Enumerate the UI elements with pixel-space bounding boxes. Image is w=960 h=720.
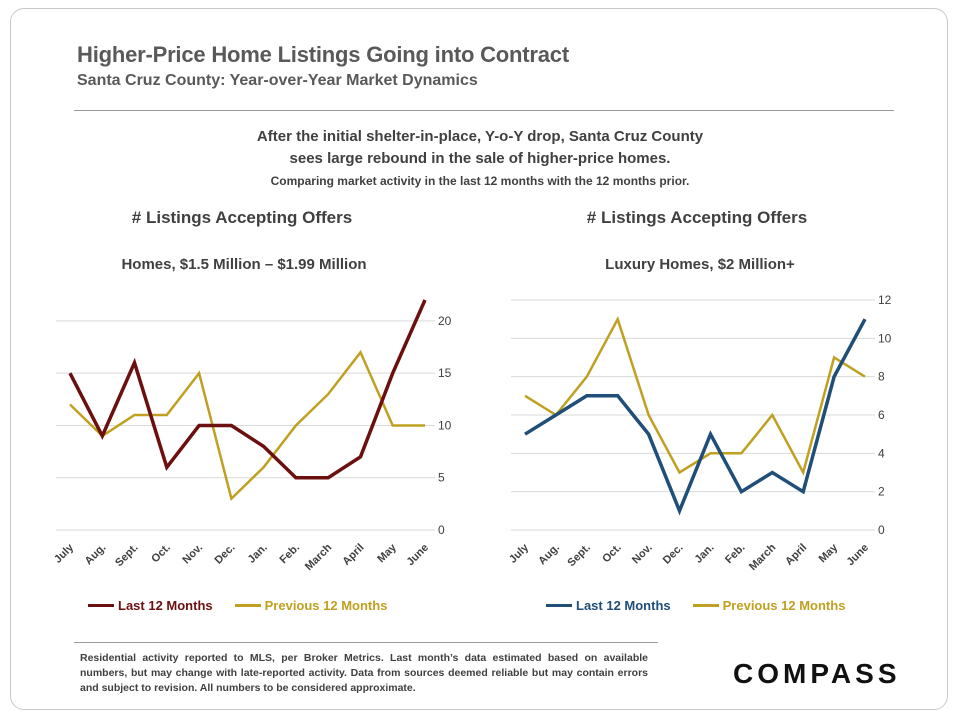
x-tick-label: March bbox=[303, 541, 335, 573]
header-divider bbox=[74, 110, 894, 111]
x-tick-label: Nov. bbox=[630, 542, 655, 567]
right-chart-title: # Listings Accepting Offers bbox=[586, 208, 808, 227]
legend-label: Previous 12 Months bbox=[722, 598, 846, 613]
y-tick-label: 2 bbox=[878, 485, 885, 499]
y-tick-label: 20 bbox=[438, 314, 452, 328]
x-tick-label: May bbox=[817, 541, 841, 565]
y-tick-label: 15 bbox=[438, 366, 452, 380]
slide-frame bbox=[10, 8, 948, 710]
right-line-chart: 0 2 4 6 8 10 12 July Aug. Sept. Oct. Nov. Dec. Jan. Fe… bbox=[507, 293, 892, 573]
x-tick-label: Feb. bbox=[278, 542, 302, 566]
page-title: Higher-Price Home Listings Going into Co… bbox=[77, 42, 569, 67]
x-tick-label: June bbox=[844, 542, 871, 569]
left-chart-title: # Listings Accepting Offers bbox=[131, 208, 353, 227]
x-tick-label: Jan. bbox=[246, 542, 270, 566]
legend-swatch bbox=[546, 604, 572, 607]
headline-line-1: After the initial shelter-in-place, Y-o-… bbox=[256, 128, 704, 145]
x-tick-label: Aug. bbox=[83, 542, 109, 568]
x-tick-label: May bbox=[375, 541, 399, 565]
legend-label: Last 12 Months bbox=[576, 598, 671, 613]
headline-line-2: sees large rebound in the sale of higher… bbox=[289, 150, 671, 167]
y-tick-label: 0 bbox=[438, 523, 445, 537]
x-tick-label: July bbox=[52, 541, 77, 566]
x-tick-label: Oct. bbox=[600, 542, 624, 566]
y-tick-label: 4 bbox=[878, 446, 885, 460]
x-tick-label: Feb. bbox=[723, 542, 747, 566]
y-tick-label: 5 bbox=[438, 471, 445, 485]
legend-item: Previous 12 Months bbox=[234, 598, 388, 613]
y-tick-label: 12 bbox=[878, 293, 892, 307]
x-tick-label: April bbox=[783, 542, 809, 568]
x-tick-label: Sept. bbox=[565, 542, 593, 570]
x-tick-label: Aug. bbox=[536, 542, 562, 568]
series-line-last-12-months bbox=[524, 318, 867, 516]
legend-swatch bbox=[234, 604, 261, 607]
left-chart-legend: Last 12 Months Previous 12 Months bbox=[88, 598, 409, 613]
legend-label: Last 12 Months bbox=[118, 598, 213, 613]
headline-note: Comparing market activity in the last 12… bbox=[270, 174, 690, 188]
page-subtitle: Santa Cruz County: Year-over-Year Market… bbox=[77, 72, 478, 89]
x-tick-label: July bbox=[507, 541, 532, 566]
x-tick-label: Nov. bbox=[180, 542, 205, 567]
footer-divider bbox=[74, 642, 658, 643]
y-tick-label: 10 bbox=[438, 418, 452, 432]
x-tick-label: June bbox=[404, 542, 431, 569]
right-chart-subtitle: Luxury Homes, $2 Million+ bbox=[605, 256, 795, 273]
footnote: Residential activity reported to MLS, pe… bbox=[80, 652, 648, 694]
series-line-last-12-months bbox=[68, 299, 427, 480]
x-tick-label: Dec. bbox=[661, 542, 686, 567]
legend-label: Previous 12 Months bbox=[264, 598, 388, 613]
x-tick-label: Dec. bbox=[213, 542, 238, 567]
legend-item: Last 12 Months bbox=[546, 598, 671, 613]
x-tick-label: Oct. bbox=[149, 542, 173, 566]
y-tick-label: 6 bbox=[878, 408, 885, 422]
x-tick-label: Sept. bbox=[113, 542, 141, 570]
left-chart-subtitle: Homes, $1.5 Million – $1.99 Million bbox=[121, 256, 367, 273]
x-tick-label: March bbox=[747, 541, 779, 573]
right-chart-legend: Last 12 Months Previous 12 Months bbox=[546, 598, 867, 613]
series-line-previous-12-months bbox=[69, 349, 425, 501]
legend-swatch bbox=[88, 604, 114, 607]
y-tick-label: 8 bbox=[878, 370, 885, 384]
series-line-previous-12-months bbox=[524, 316, 866, 476]
left-line-chart: 0 5 10 15 20 July Aug. Sept. Oct. Nov. Dec. Jan. Feb… bbox=[52, 299, 452, 573]
x-tick-label: Jan. bbox=[693, 542, 717, 566]
compass-logo: COMPASS bbox=[733, 658, 901, 689]
y-tick-label: 0 bbox=[878, 523, 885, 537]
legend-swatch bbox=[692, 604, 719, 607]
x-tick-label: April bbox=[340, 542, 366, 568]
legend-item: Last 12 Months bbox=[88, 598, 213, 613]
y-tick-label: 10 bbox=[878, 331, 892, 345]
legend-item: Previous 12 Months bbox=[692, 598, 846, 613]
